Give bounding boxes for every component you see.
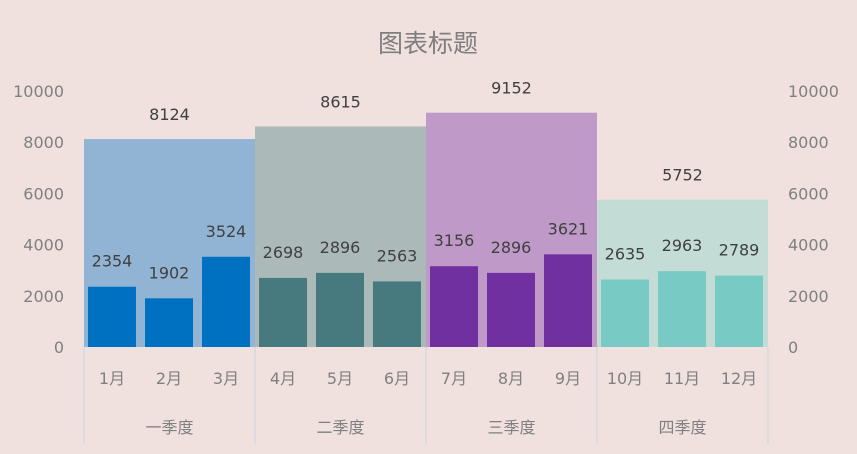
month-bar — [487, 272, 535, 347]
quarter-tick-label: 二季度 — [316, 418, 364, 437]
y-axis-right-tick-label: 10000 — [788, 82, 839, 101]
month-bar — [202, 256, 250, 347]
month-tick-label: 2月 — [156, 369, 182, 388]
quarter-total-label: 8124 — [149, 105, 190, 124]
month-tick-label: 3月 — [213, 369, 239, 388]
month-tick-label: 8月 — [498, 369, 524, 388]
month-bar — [544, 254, 592, 347]
month-value-label: 2896 — [491, 238, 532, 257]
month-bar — [373, 281, 421, 347]
y-axis-left-tick-label: 6000 — [23, 184, 64, 203]
month-bar — [145, 298, 193, 347]
axes — [83, 347, 769, 444]
month-tick-label: 4月 — [270, 369, 296, 388]
month-value-label: 2789 — [719, 241, 760, 260]
y-axis-left-tick-label: 4000 — [23, 236, 64, 255]
month-value-label: 2354 — [92, 252, 133, 271]
y-axis-right-tick-label: 2000 — [788, 287, 829, 306]
month-tick-label: 5月 — [327, 369, 353, 388]
quarter-tick-label: 四季度 — [658, 418, 706, 437]
month-value-label: 2698 — [263, 243, 304, 262]
month-value-label: 2635 — [605, 245, 646, 264]
month-tick-label: 6月 — [384, 369, 410, 388]
month-bars — [88, 254, 763, 347]
y-axis-right-tick-label: 6000 — [788, 184, 829, 203]
month-tick-label: 9月 — [555, 369, 581, 388]
month-bar — [715, 275, 763, 347]
y-axis-left-tick-label: 10000 — [13, 82, 64, 101]
quarter-tick-label: 一季度 — [145, 418, 193, 437]
month-value-label: 2896 — [320, 238, 361, 257]
quarter-total-bars — [84, 112, 768, 348]
month-value-label: 3621 — [548, 219, 589, 238]
y-axis-right-tick-label: 4000 — [788, 236, 829, 255]
quarter-tick-label: 三季度 — [487, 418, 535, 437]
month-tick-label: 12月 — [721, 369, 757, 388]
chart-title: 图表标题 — [378, 29, 478, 58]
month-tick-label: 11月 — [664, 369, 700, 388]
y-axis-left-tick-label: 8000 — [23, 133, 64, 152]
month-value-label: 3156 — [434, 231, 475, 250]
month-tick-label: 10月 — [607, 369, 643, 388]
month-bar — [601, 279, 649, 347]
y-axis-right-tick-label: 8000 — [788, 133, 829, 152]
month-tick-label: 7月 — [441, 369, 467, 388]
month-bar — [259, 277, 307, 347]
month-value-label: 1902 — [149, 263, 190, 282]
y-axis-right-tick-label: 0 — [788, 338, 798, 357]
quarter-total-label: 5752 — [662, 166, 703, 185]
month-value-label: 3524 — [206, 222, 247, 241]
quarter-total-label: 8615 — [320, 92, 361, 111]
month-bar — [430, 266, 478, 347]
month-value-label: 2963 — [662, 236, 703, 255]
y-axis-left-tick-label: 2000 — [23, 287, 64, 306]
y-axis-left-tick-label: 0 — [54, 338, 64, 357]
month-bar — [658, 271, 706, 347]
month-bar — [88, 286, 136, 347]
month-tick-label: 1月 — [99, 369, 125, 388]
month-value-label: 2563 — [377, 246, 418, 265]
quarter-total-label: 9152 — [491, 79, 532, 98]
month-bar — [316, 272, 364, 347]
